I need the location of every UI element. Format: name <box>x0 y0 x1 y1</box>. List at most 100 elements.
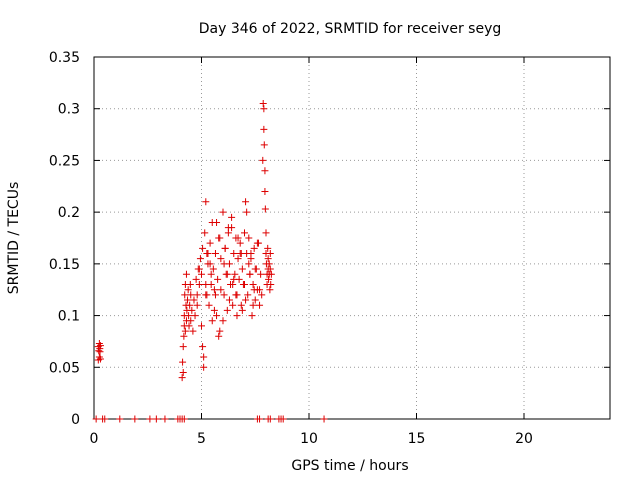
data-point <box>190 296 198 304</box>
data-point <box>261 205 269 213</box>
data-point <box>208 317 216 325</box>
data-point <box>181 291 189 299</box>
data-point <box>131 415 139 423</box>
data-point <box>265 260 273 268</box>
data-point <box>213 312 221 320</box>
data-point <box>210 286 218 294</box>
data-point <box>116 415 124 423</box>
data-point <box>199 244 207 252</box>
data-point <box>191 312 199 320</box>
data-point <box>220 260 228 268</box>
x-tick-label: 5 <box>197 431 206 447</box>
data-point <box>186 301 194 309</box>
data-point <box>185 322 193 330</box>
data-point <box>178 374 186 382</box>
data-point <box>242 198 250 206</box>
data-point <box>221 244 229 252</box>
data-points <box>92 100 328 423</box>
data-point <box>259 100 267 108</box>
data-point <box>262 229 270 237</box>
data-point <box>234 255 242 263</box>
data-point <box>193 291 201 299</box>
data-point <box>206 239 214 247</box>
data-point <box>244 291 252 299</box>
data-point <box>185 312 193 320</box>
data-point <box>215 234 223 242</box>
data-point <box>261 187 269 195</box>
data-point <box>237 250 245 258</box>
data-point <box>96 342 104 350</box>
data-point <box>260 141 268 149</box>
data-point <box>256 301 264 309</box>
data-point <box>246 270 254 278</box>
data-point <box>96 348 104 356</box>
data-point <box>249 281 257 289</box>
data-point <box>264 244 272 252</box>
data-point <box>245 260 253 268</box>
data-point <box>230 250 238 258</box>
data-point <box>236 239 244 247</box>
data-point <box>232 291 240 299</box>
data-point <box>211 250 219 258</box>
y-tick-label: 0.35 <box>49 50 80 66</box>
data-point <box>251 296 259 304</box>
data-point <box>229 281 237 289</box>
data-point <box>211 291 219 299</box>
data-point <box>146 415 154 423</box>
data-point <box>207 270 215 278</box>
data-point <box>247 250 255 258</box>
data-point <box>184 286 192 294</box>
data-point <box>261 167 269 175</box>
data-point <box>182 270 190 278</box>
data-point <box>219 208 227 216</box>
data-point <box>207 281 215 289</box>
data-point <box>161 415 169 423</box>
data-point <box>189 327 197 335</box>
data-point <box>213 218 221 226</box>
chart-title: Day 346 of 2022, SRMTID for receiver sey… <box>199 21 502 37</box>
data-point <box>186 281 194 289</box>
data-point <box>245 234 253 242</box>
data-point <box>266 286 274 294</box>
data-point <box>256 415 264 423</box>
x-tick-label: 0 <box>90 431 99 447</box>
data-point <box>200 363 208 371</box>
data-point <box>203 250 211 258</box>
y-tick-label: 0.15 <box>49 257 80 273</box>
data-point <box>217 286 225 294</box>
data-point <box>250 286 258 294</box>
data-point <box>152 415 160 423</box>
data-point <box>243 208 251 216</box>
y-tick-label: 0 <box>71 412 80 428</box>
data-point <box>202 291 210 299</box>
data-point <box>229 301 237 309</box>
data-point <box>237 301 245 309</box>
data-point <box>233 312 241 320</box>
x-tick-label: 20 <box>515 431 533 447</box>
data-point <box>193 301 201 309</box>
data-point <box>195 281 203 289</box>
data-point <box>200 353 208 361</box>
data-point <box>216 327 224 335</box>
data-point <box>220 291 228 299</box>
y-axis-label: SRMTID / TECUs <box>6 182 22 295</box>
data-point <box>179 343 187 351</box>
data-point <box>242 296 250 304</box>
data-point <box>234 234 242 242</box>
data-point <box>253 239 261 247</box>
data-point <box>267 270 275 278</box>
data-point <box>205 301 213 309</box>
data-point <box>192 275 200 283</box>
data-point <box>217 255 225 263</box>
y-tick-label: 0.3 <box>58 102 80 118</box>
data-point <box>266 265 274 273</box>
data-point <box>209 265 217 273</box>
x-tick-label: 10 <box>300 431 318 447</box>
data-point <box>187 317 195 325</box>
data-point <box>257 270 265 278</box>
data-point <box>230 275 238 283</box>
data-point <box>96 355 104 363</box>
data-point <box>195 265 203 273</box>
data-point <box>224 224 232 232</box>
data-point <box>198 322 205 330</box>
